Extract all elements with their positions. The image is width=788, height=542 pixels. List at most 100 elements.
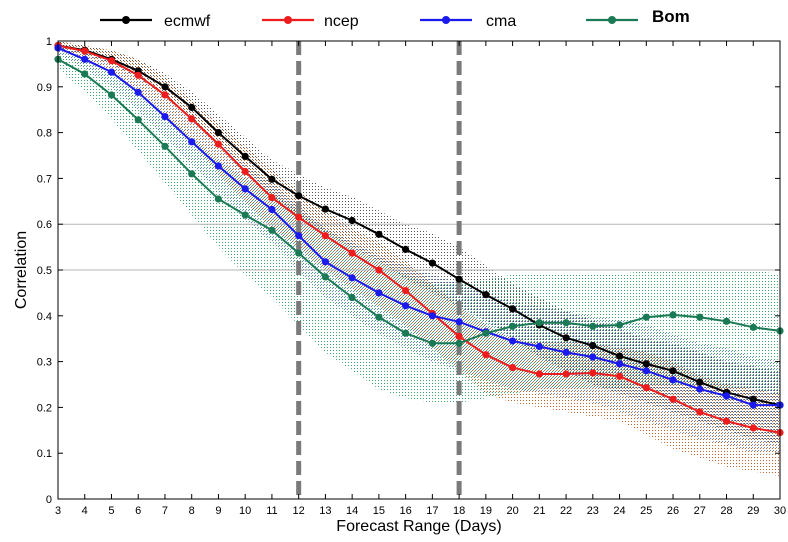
point-cma-day-5 bbox=[107, 68, 116, 76]
point-bom-day-22 bbox=[562, 319, 570, 327]
x-tick-label: 8 bbox=[189, 505, 195, 517]
point-ecmwf-day-16 bbox=[402, 245, 410, 253]
point-ncep-day-10 bbox=[241, 167, 249, 176]
point-bom-day-5 bbox=[107, 91, 116, 99]
point-ecmwf-day-10 bbox=[241, 152, 249, 160]
point-ncep-day-25 bbox=[642, 384, 650, 392]
x-tick-label: 3 bbox=[55, 505, 61, 517]
x-tick-label: 10 bbox=[239, 505, 251, 517]
point-bom-day-13 bbox=[321, 273, 329, 281]
y-tick-label: 0.8 bbox=[37, 128, 52, 140]
gridlines bbox=[58, 223, 780, 271]
point-bom-day-25 bbox=[642, 313, 650, 321]
point-cma-day-28 bbox=[722, 392, 731, 400]
point-cma-day-7 bbox=[161, 113, 169, 121]
point-bom-day-12 bbox=[295, 249, 303, 257]
legend-item-bom: Bom bbox=[586, 7, 690, 26]
x-tick-label: 30 bbox=[774, 505, 786, 517]
point-ncep-day-8 bbox=[188, 115, 196, 123]
point-bom-day-7 bbox=[161, 142, 169, 150]
point-cma-day-6 bbox=[134, 88, 142, 96]
point-ecmwf-day-15 bbox=[375, 230, 383, 238]
point-ecmwf-day-20 bbox=[508, 305, 517, 313]
point-ncep-day-7 bbox=[161, 91, 169, 99]
point-cma-day-14 bbox=[348, 274, 356, 282]
series-lines bbox=[54, 42, 784, 437]
x-tick-label: 5 bbox=[108, 505, 114, 517]
point-ecmwf-day-7 bbox=[161, 83, 169, 91]
point-cma-day-20 bbox=[508, 337, 517, 345]
point-ecmwf-day-26 bbox=[669, 367, 677, 375]
point-ecmwf-day-19 bbox=[482, 291, 490, 299]
y-tick-label: 0.9 bbox=[37, 82, 52, 94]
x-axis-title: Forecast Range (Days) bbox=[336, 518, 501, 535]
y-tick-label: 0.7 bbox=[37, 173, 52, 185]
x-tick-label: 13 bbox=[319, 505, 331, 517]
point-cma-day-10 bbox=[241, 185, 249, 193]
y-axis-title: Correlation bbox=[13, 231, 30, 309]
y-tick-label: 1 bbox=[46, 36, 52, 48]
legend-item-cma: cma bbox=[420, 13, 516, 30]
point-ncep-day-15 bbox=[375, 266, 383, 274]
legend-item-ecmwf: ecmwf bbox=[100, 13, 211, 30]
x-tick-label: 26 bbox=[667, 505, 679, 517]
point-cma-day-8 bbox=[188, 138, 196, 146]
uncertainty-bands bbox=[58, 41, 780, 477]
point-ecmwf-day-17 bbox=[428, 259, 436, 267]
band-bom bbox=[58, 50, 780, 403]
x-tick-label: 17 bbox=[426, 505, 438, 517]
point-bom-day-6 bbox=[134, 116, 142, 124]
point-ecmwf-day-11 bbox=[268, 175, 276, 183]
point-bom-day-21 bbox=[535, 319, 543, 327]
x-tick-label: 23 bbox=[587, 505, 599, 517]
point-cma-day-16 bbox=[402, 302, 410, 310]
point-cma-day-17 bbox=[428, 312, 436, 320]
point-cma-day-15 bbox=[375, 289, 383, 297]
point-ncep-day-13 bbox=[321, 232, 329, 240]
x-tick-label: 21 bbox=[533, 505, 545, 517]
point-cma-day-9 bbox=[214, 162, 222, 170]
point-ncep-day-27 bbox=[696, 408, 704, 416]
point-cma-day-4 bbox=[81, 55, 89, 63]
point-bom-day-27 bbox=[696, 313, 704, 321]
point-ecmwf-day-25 bbox=[642, 360, 650, 368]
point-bom-day-18 bbox=[455, 339, 463, 347]
point-ecmwf-day-29 bbox=[749, 395, 757, 403]
vertical-reference-lines bbox=[296, 41, 462, 499]
x-tick-label: 28 bbox=[720, 505, 732, 517]
point-ecmwf-day-22 bbox=[562, 334, 570, 342]
point-ncep-day-26 bbox=[669, 395, 677, 403]
y-tick-label: 0.2 bbox=[37, 402, 52, 414]
point-bom-day-10 bbox=[241, 211, 249, 219]
point-bom-day-26 bbox=[669, 311, 677, 319]
y-tick-label: 0.6 bbox=[37, 219, 52, 231]
x-tick-label: 16 bbox=[400, 505, 412, 517]
point-ecmwf-day-27 bbox=[696, 378, 704, 386]
y-tick-label: 0.5 bbox=[37, 265, 52, 277]
point-ncep-day-11 bbox=[268, 194, 276, 202]
point-cma-day-25 bbox=[642, 367, 650, 375]
point-bom-day-9 bbox=[214, 195, 222, 203]
y-tick-label: 0.3 bbox=[37, 357, 52, 369]
legend-marker-bom bbox=[608, 16, 616, 24]
point-cma-day-26 bbox=[669, 376, 677, 384]
x-tick-label: 9 bbox=[215, 505, 221, 517]
point-ncep-day-12 bbox=[295, 213, 303, 221]
point-ecmwf-day-23 bbox=[589, 342, 597, 350]
x-tick-label: 20 bbox=[506, 505, 518, 517]
point-ncep-day-19 bbox=[482, 351, 490, 359]
y-tick-label: 0 bbox=[46, 494, 52, 506]
x-tick-label: 4 bbox=[82, 505, 88, 517]
point-bom-day-29 bbox=[749, 323, 757, 331]
point-ncep-day-6 bbox=[134, 71, 142, 79]
x-tick-label: 27 bbox=[694, 505, 706, 517]
legend-label-ecmwf: ecmwf bbox=[164, 13, 211, 30]
x-tick-label: 11 bbox=[266, 505, 277, 517]
point-cma-day-11 bbox=[268, 205, 276, 214]
point-bom-day-20 bbox=[508, 322, 517, 330]
y-axis: 0 0.1 0.2 0.3 0.4 0.5 0.6 0.7 0.8 0.9 1 bbox=[37, 36, 780, 506]
x-axis: 3 4 5 6 7 8 9 10 11 12 13 14 15 16 17 18 19 20 21 22 23 24 25 2… bbox=[55, 41, 786, 517]
point-cma-day-12 bbox=[295, 232, 303, 240]
point-bom-day-11 bbox=[268, 226, 276, 234]
legend-marker-ncep bbox=[284, 16, 292, 24]
